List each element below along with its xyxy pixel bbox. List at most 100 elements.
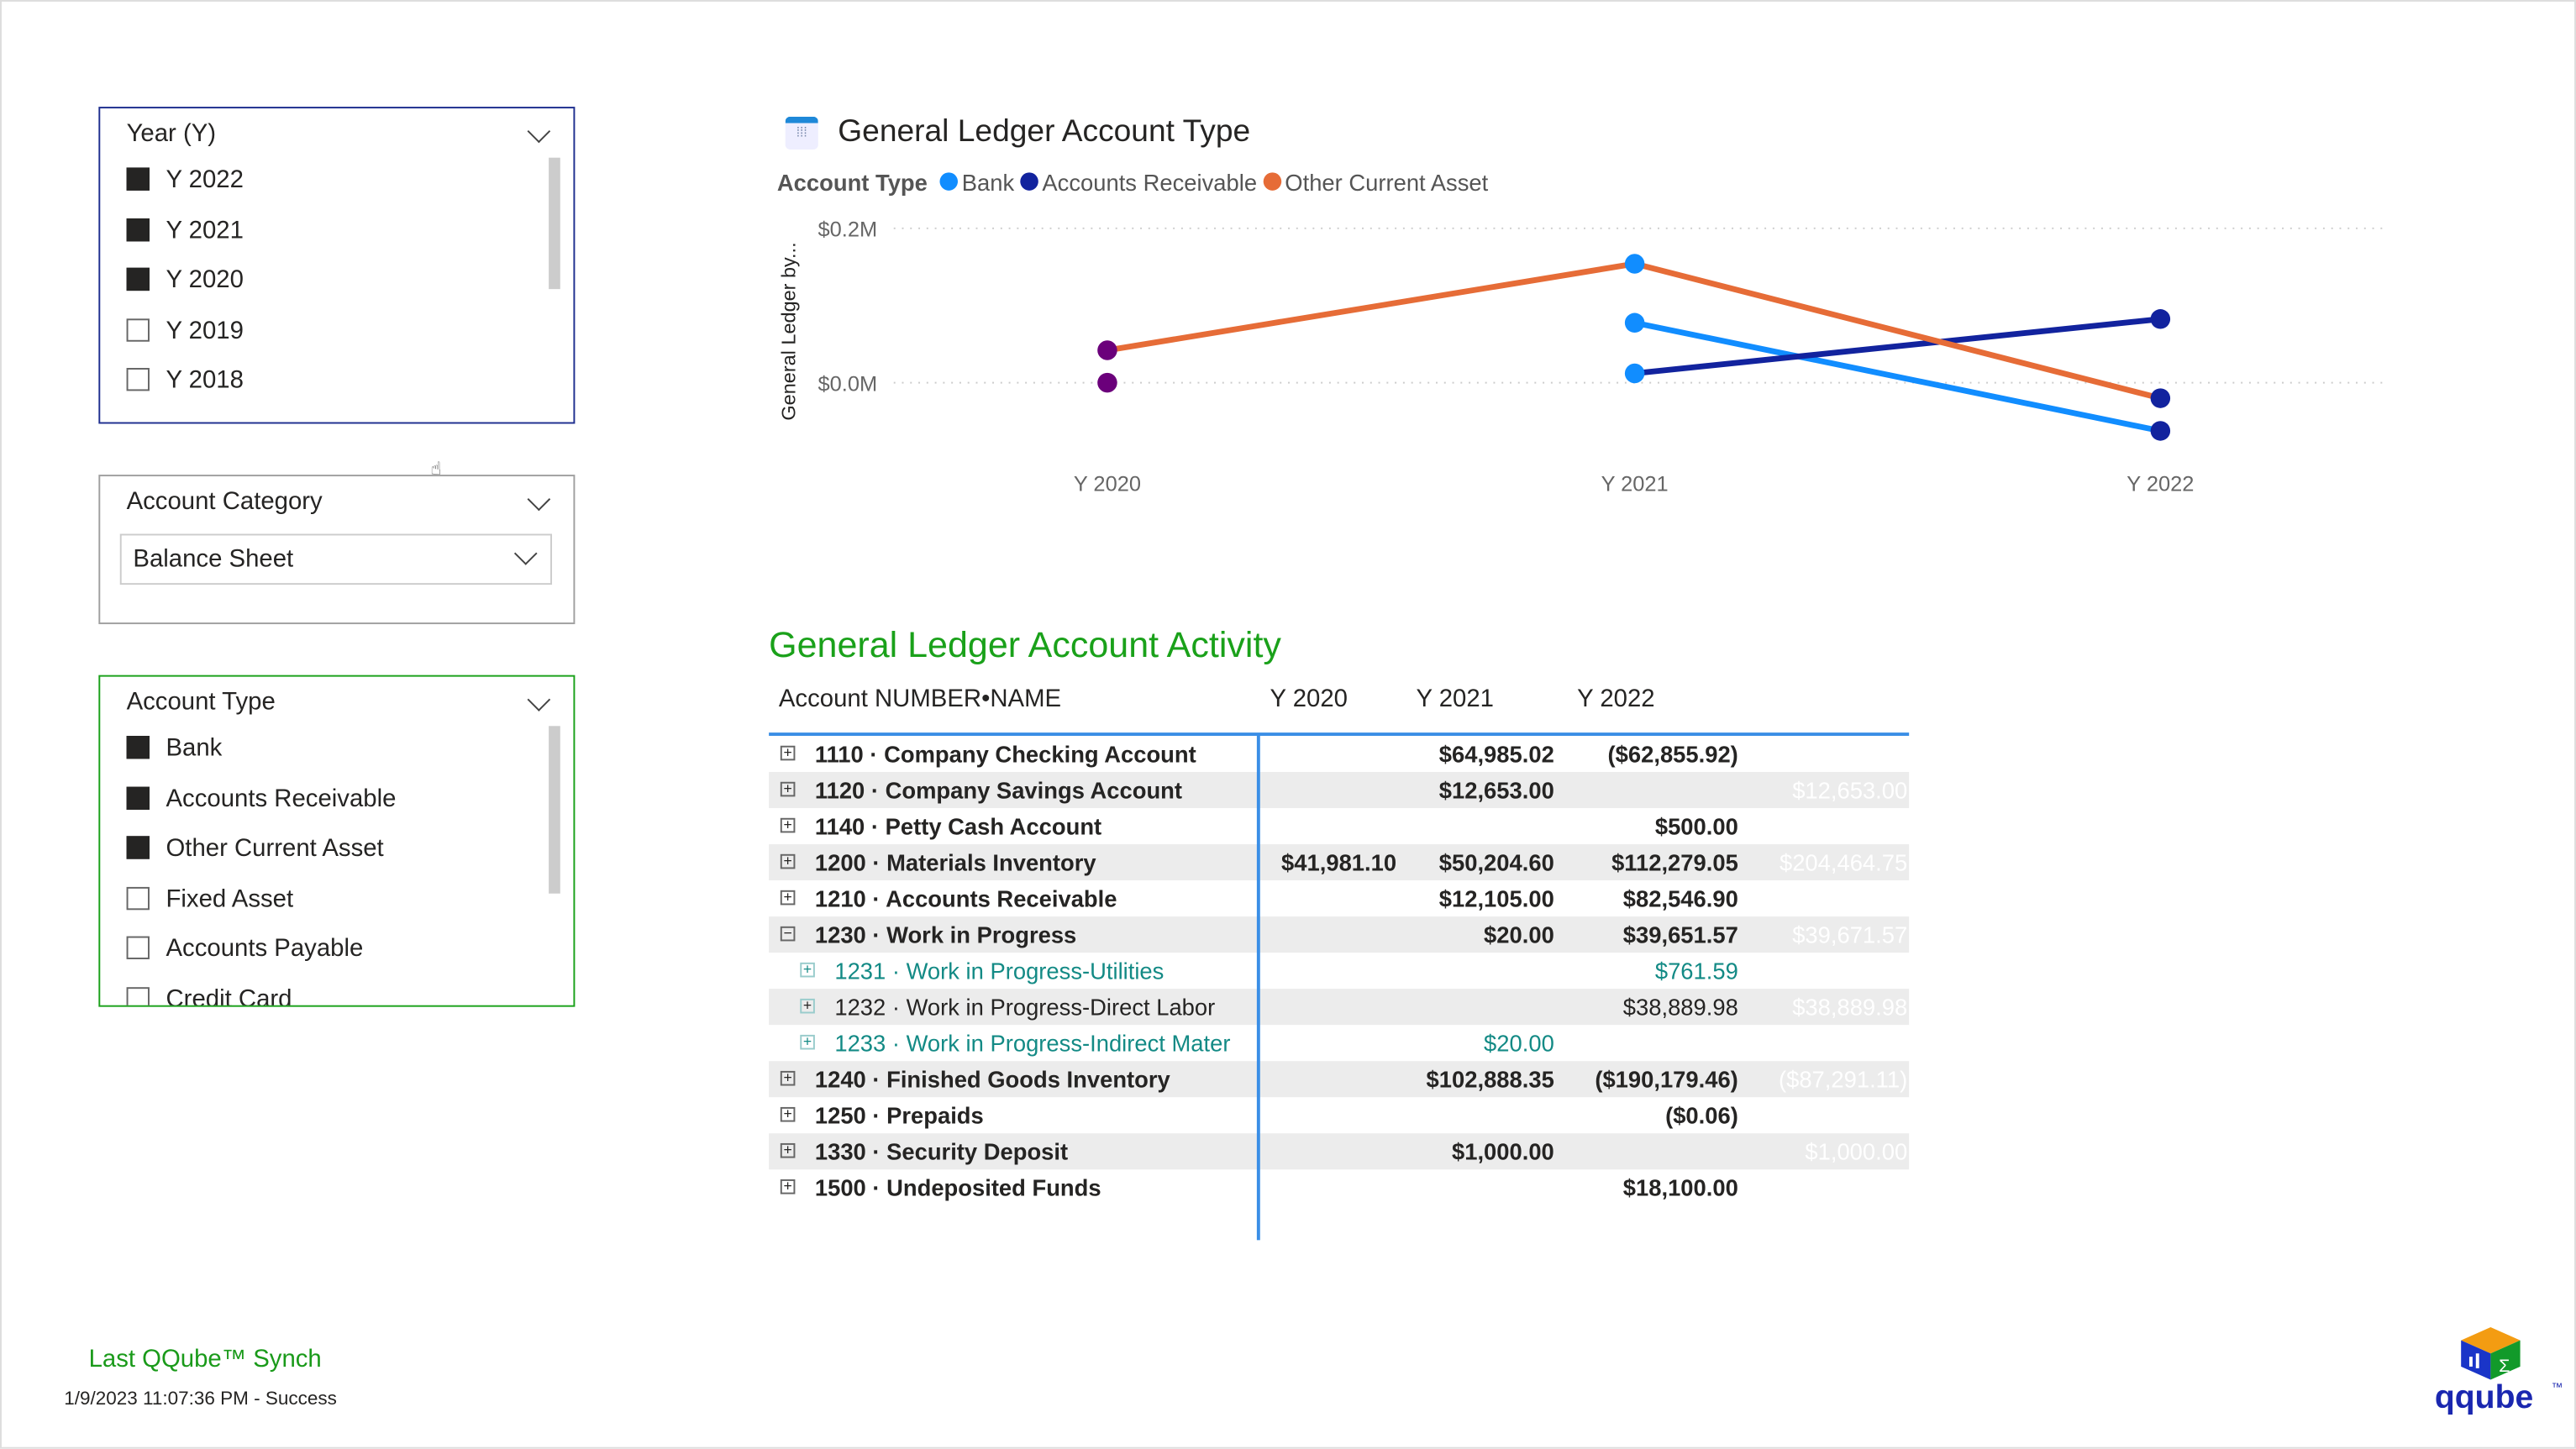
slicer-item[interactable]: Other Current Asset <box>126 832 384 865</box>
series-line-segment <box>1633 319 2162 434</box>
x-tick-label: Y 2020 <box>1074 473 1141 496</box>
series-line-segment <box>1634 316 2161 376</box>
y-tick-label: $0.0M <box>818 372 878 396</box>
header-y2020[interactable]: Y 2020 <box>1270 685 1348 713</box>
legend-item[interactable]: Bank <box>940 169 1015 196</box>
data-point[interactable] <box>1624 363 1645 384</box>
checkbox[interactable] <box>126 936 150 959</box>
slicer-item[interactable]: Y 2019 <box>126 314 244 347</box>
expand-icon[interactable]: + <box>780 853 796 869</box>
chart-calendar-icon: ⁞⁞⁞ <box>785 116 818 150</box>
expand-icon[interactable]: + <box>780 890 796 906</box>
expand-icon[interactable]: + <box>780 1106 796 1122</box>
expand-icon[interactable]: + <box>780 1179 796 1194</box>
expand-icon[interactable]: + <box>780 1070 796 1086</box>
checkbox[interactable] <box>126 318 150 341</box>
checkbox[interactable] <box>126 885 150 910</box>
cell-y2022: $18,100.00 <box>1622 1174 1738 1201</box>
account-name: 1232 · Work in Progress-Direct Labor <box>834 994 1216 1021</box>
cell-y2021: $20.00 <box>1484 1030 1554 1057</box>
data-point[interactable] <box>1624 254 1645 274</box>
account-name: 1140 · Petty Cash Account <box>814 812 1102 840</box>
account-category-slicer: Account Category Balance Sheet <box>98 475 576 625</box>
expand-icon[interactable]: + <box>800 998 815 1014</box>
account-category-title: Account Category <box>126 487 323 516</box>
table-row: − 1230 · Work in Progress $20.00 $39,651.57… <box>769 916 1910 953</box>
table-row: +1240 · Finished Goods Inventory $102,888… <box>769 1061 1910 1098</box>
header-y2021[interactable]: Y 2021 <box>1416 685 1495 713</box>
slicer-item[interactable]: Bank <box>126 732 222 765</box>
header-account[interactable]: Account NUMBER•NAME <box>778 685 1062 713</box>
y-tick-label: $0.2M <box>818 218 878 242</box>
slicer-item[interactable]: Accounts Payable <box>126 933 364 966</box>
expand-icon[interactable]: + <box>800 962 815 978</box>
data-point[interactable] <box>2150 421 2171 441</box>
chevron-down-icon[interactable] <box>527 119 551 144</box>
data-point[interactable] <box>1624 312 1645 333</box>
chart-legend: Account Type Bank Accounts Receivable Othe… <box>777 169 1488 195</box>
dropdown-value: Balance Sheet <box>133 545 294 574</box>
slicer-item[interactable]: Y 2018 <box>126 365 244 397</box>
scrollbar[interactable] <box>549 157 560 290</box>
table-row: +1233 · Work in Progress-Indirect Mater $… <box>769 1025 1909 1061</box>
account-name: 1240 · Finished Goods Inventory <box>814 1066 1170 1093</box>
checkbox[interactable] <box>126 368 150 391</box>
cell-y2021: $102,888.35 <box>1426 1066 1554 1093</box>
cell-y2022: ($190,179.46) <box>1595 1066 1738 1093</box>
data-point[interactable] <box>1097 340 1117 360</box>
chart-title: General Ledger Account Type <box>838 114 1251 150</box>
scrollbar[interactable] <box>549 726 560 894</box>
slicer-item[interactable]: Fixed Asset <box>126 883 293 916</box>
checkbox[interactable] <box>126 836 150 859</box>
checkbox[interactable] <box>126 267 150 291</box>
checkbox[interactable] <box>126 785 150 810</box>
data-point[interactable] <box>2150 309 2171 329</box>
legend-item[interactable]: Accounts Receivable <box>1020 169 1257 196</box>
table-row: +1500 · Undeposited Funds $18,100.00 <box>769 1169 1909 1205</box>
table-row: +1231 · Work in Progress-Utilities $761.5… <box>769 953 1909 989</box>
data-point[interactable] <box>1097 372 1117 393</box>
series-line-segment <box>1107 260 1636 354</box>
account-name: 1110 · Company Checking Account <box>814 740 1196 768</box>
cell-total: $39,671.57 <box>1792 921 1908 948</box>
cell-y2022: ($62,855.92) <box>1607 740 1738 768</box>
checkbox[interactable] <box>126 167 150 191</box>
slicer-item-label: Y 2020 <box>166 265 244 295</box>
expand-icon[interactable]: + <box>780 781 796 797</box>
legend-dot-icon <box>1020 172 1039 191</box>
slicer-item[interactable]: Credit Card <box>126 983 292 1005</box>
logo-text: qqube <box>2434 1379 2534 1416</box>
cell-y2022: $112,279.05 <box>1611 848 1738 876</box>
slicer-item[interactable]: Y 2021 <box>126 214 244 247</box>
legend-label: Bank <box>961 169 1015 196</box>
checkbox[interactable] <box>126 218 150 241</box>
table-row: +1140 · Petty Cash Account $500.00 <box>769 808 1909 844</box>
line-chart: $0.0M $0.2M Y 2020 Y 2021 Y 2022 <box>818 218 2384 496</box>
header-y2022[interactable]: Y 2022 <box>1577 685 1655 713</box>
expand-icon[interactable]: + <box>780 745 796 761</box>
legend-item[interactable]: Other Current Asset <box>1263 169 1488 196</box>
chevron-down-icon[interactable] <box>527 688 551 711</box>
table-row: +1120 · Company Savings Account $12,653.0… <box>769 772 1910 809</box>
cell-y2021: $12,653.00 <box>1438 776 1554 804</box>
account-name: 1200 · Materials Inventory <box>814 848 1096 876</box>
collapse-icon[interactable]: − <box>780 926 796 942</box>
checkbox[interactable] <box>126 736 150 759</box>
slicer-item[interactable]: Accounts Receivable <box>126 783 396 816</box>
data-point[interactable] <box>2150 388 2171 408</box>
expand-icon[interactable]: + <box>780 1142 796 1158</box>
slicer-item[interactable]: Y 2022 <box>126 165 244 197</box>
expand-icon[interactable]: + <box>780 817 796 833</box>
cube-logo-icon: Σ <box>2461 1326 2521 1380</box>
slicer-item-label: Accounts Payable <box>166 934 364 963</box>
table-row: +1110 · Company Checking Account $64,985.… <box>769 736 1909 772</box>
chevron-down-icon[interactable] <box>527 487 551 512</box>
account-category-dropdown[interactable]: Balance Sheet <box>119 533 553 585</box>
slicer-item[interactable]: Y 2020 <box>126 265 244 297</box>
checkbox[interactable] <box>126 986 150 1005</box>
account-name: 1330 · Security Deposit <box>814 1138 1069 1165</box>
expand-icon[interactable]: + <box>800 1034 815 1050</box>
legend-title: Account Type <box>776 169 928 196</box>
account-name: 1500 · Undeposited Funds <box>814 1174 1101 1201</box>
column-divider <box>1256 734 1259 1241</box>
